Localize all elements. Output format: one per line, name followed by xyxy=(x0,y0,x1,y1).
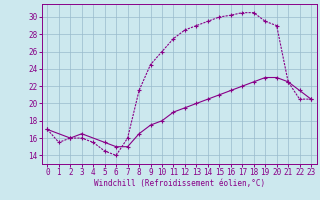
X-axis label: Windchill (Refroidissement éolien,°C): Windchill (Refroidissement éolien,°C) xyxy=(94,179,265,188)
